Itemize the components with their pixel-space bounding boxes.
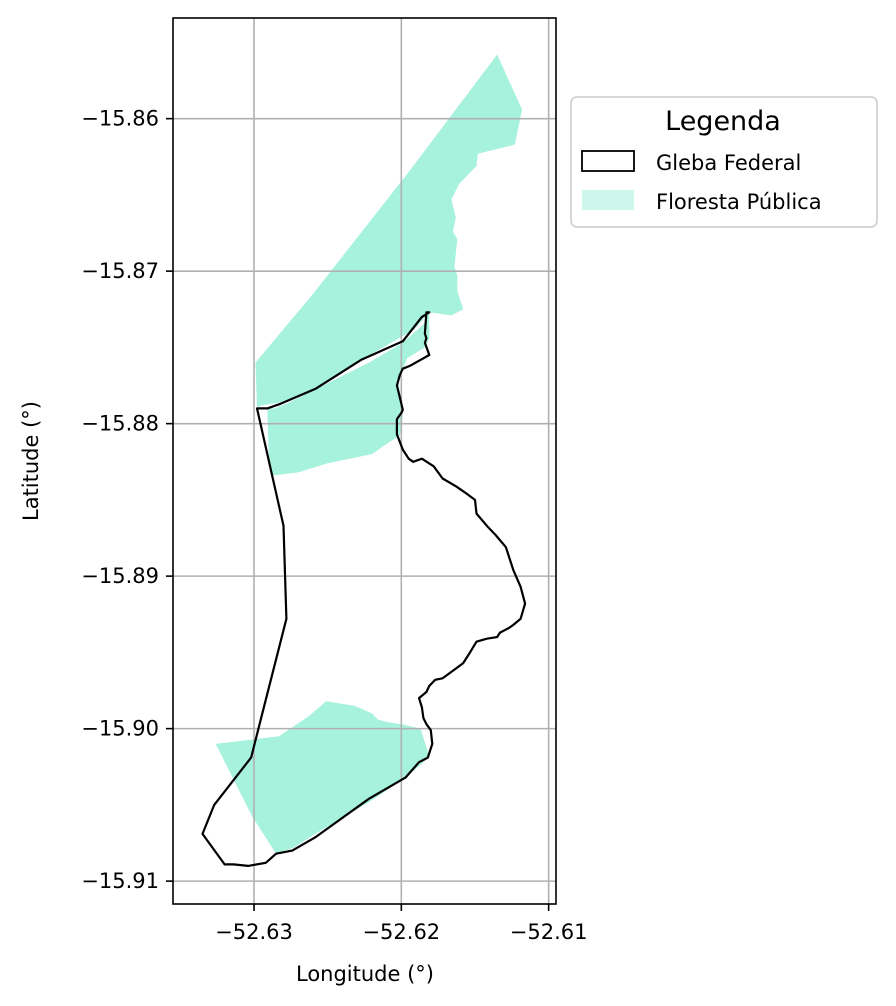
floresta-publica-polygon-1 [255, 54, 523, 407]
x-tick-label: −52.63 [215, 920, 293, 944]
y-tick-label: −15.90 [81, 717, 159, 741]
y-tick-label: −15.91 [81, 869, 159, 893]
x-axis-label: Longitude (°) [296, 962, 434, 986]
legend-label-gleba-federal: Gleba Federal [656, 151, 801, 175]
y-tick-label: −15.87 [81, 259, 159, 283]
y-tick-label: −15.88 [81, 412, 159, 436]
floresta-publica-polygon-3 [215, 701, 430, 854]
grid-lines [173, 18, 556, 904]
legend-swatch-floresta-publica [582, 190, 634, 210]
legend-label-floresta-publica: Floresta Pública [656, 190, 822, 214]
legend: Legenda Gleba Federal Floresta Pública [570, 96, 878, 228]
gleba-federal-layer [201, 311, 527, 868]
plot-frame [172, 17, 557, 905]
y-axis-ticks: −15.86 −15.87 −15.88 −15.89 −15.90 −15.91 [81, 107, 173, 893]
legend-swatch-gleba-federal [581, 150, 635, 172]
legend-box [570, 96, 878, 228]
y-tick-label: −15.86 [81, 107, 159, 131]
y-tick-label: −15.89 [81, 564, 159, 588]
legend-title: Legenda [665, 106, 781, 137]
x-axis-ticks: −52.63 −52.62 −52.61 [215, 904, 587, 944]
floresta-publica-layer [215, 54, 523, 854]
gleba-federal-outline-1 [201, 311, 527, 868]
floresta-publica-polygon-2 [267, 312, 430, 476]
x-tick-label: −52.61 [510, 920, 588, 944]
y-axis-label: Latitude (°) [19, 401, 43, 521]
x-tick-label: −52.62 [362, 920, 440, 944]
